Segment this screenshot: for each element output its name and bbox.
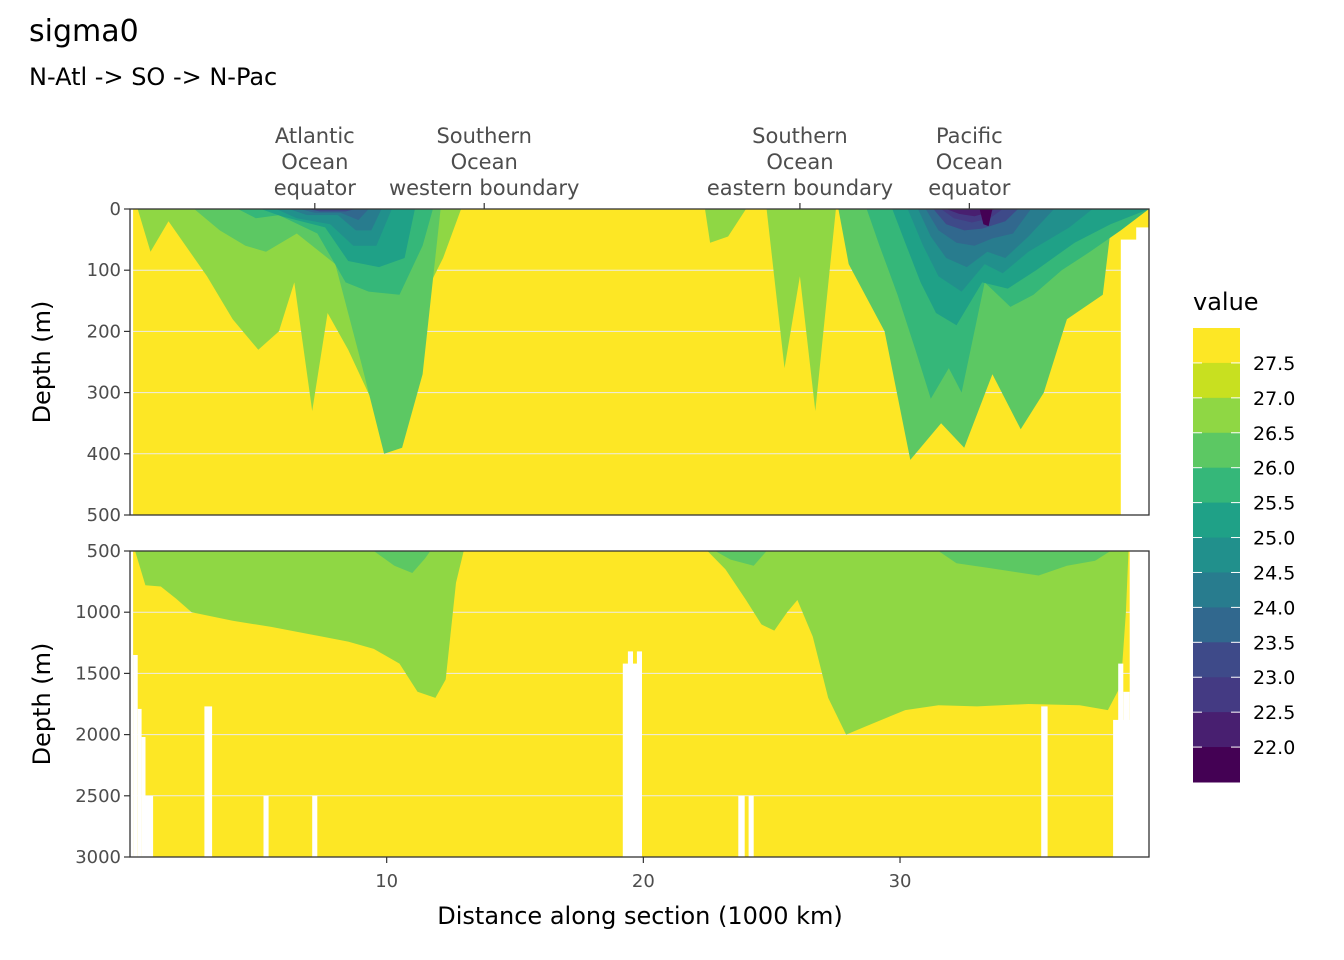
contour-band-26.5 — [130, 551, 1149, 576]
annotation-label: equator — [274, 176, 357, 200]
legend-title: value — [1193, 288, 1259, 316]
x-tick-label: 30 — [889, 871, 912, 892]
legend-label: 26.5 — [1253, 423, 1295, 445]
legend-label: 24.5 — [1253, 562, 1295, 584]
legend-label: 23.5 — [1253, 632, 1295, 654]
annotation-label: western boundary — [389, 176, 580, 200]
legend-swatch — [1193, 747, 1240, 783]
upper-panel: 0 100 200 300 400 500 — [87, 199, 1150, 526]
y-tick-label: 300 — [87, 383, 121, 404]
y-tick-label: 0 — [110, 199, 121, 220]
annotation-label: Southern — [752, 124, 848, 148]
y-tick-label: 500 — [87, 505, 121, 526]
chart-subtitle: N-Atl -> SO -> N-Pac — [29, 63, 277, 91]
no-data-region — [130, 551, 134, 857]
no-data-region — [133, 655, 138, 857]
no-data-region — [130, 209, 134, 515]
contour-band-24.0 — [130, 209, 1149, 246]
legend-swatch — [1193, 362, 1240, 399]
annotation-label: Ocean — [451, 150, 518, 174]
legend-swatch — [1193, 537, 1240, 573]
annotation-label: Pacific — [936, 124, 1003, 148]
legend-swatch — [1193, 607, 1240, 643]
y-tick-label: 1000 — [75, 602, 121, 623]
legend-swatch — [1193, 467, 1240, 504]
legend: value 27.5 27.0 26.5 26.0 25.5 25.0 24.5 24.0 23… — [1193, 288, 1295, 783]
no-data-region — [627, 651, 633, 857]
no-data-region — [738, 795, 745, 857]
annotations: AtlanticOceanequatorSouthernOceanwestern… — [274, 124, 1011, 209]
y-tick-label: 3000 — [75, 847, 121, 868]
y-tick-label: 500 — [87, 541, 121, 562]
lower-fill — [130, 551, 1149, 857]
legend-label: 26.0 — [1253, 458, 1295, 480]
y-tick-label: 400 — [87, 444, 121, 465]
contour-band-24.5 — [130, 209, 1149, 268]
annotation-label: Ocean — [766, 150, 833, 174]
no-data-region — [145, 795, 154, 857]
y-tick-label: 200 — [87, 321, 121, 342]
contour-band-23.5 — [130, 209, 1149, 231]
legend-label: 27.5 — [1253, 353, 1295, 375]
legend-label: 22.5 — [1253, 702, 1295, 724]
no-data-region — [748, 795, 754, 857]
legend-label: 23.0 — [1253, 667, 1295, 689]
legend-swatch — [1193, 502, 1240, 539]
no-data-region — [1129, 551, 1149, 857]
annotation-label: Atlantic — [275, 124, 355, 148]
no-data-region — [312, 795, 318, 857]
no-data-region — [204, 706, 213, 857]
no-data-region — [1041, 706, 1048, 857]
legend-swatch — [1193, 328, 1240, 364]
annotation-label: Ocean — [936, 150, 1003, 174]
legend-label: 25.5 — [1253, 493, 1295, 515]
legend-label: 22.0 — [1253, 737, 1295, 759]
y-axis-label-lower: Depth (m) — [28, 643, 56, 766]
no-data-region — [636, 651, 642, 857]
y-tick-label: 2000 — [75, 725, 121, 746]
no-data-region — [263, 795, 269, 857]
y-tick-label: 2500 — [75, 786, 121, 807]
y-tick-label: 1500 — [75, 663, 121, 684]
no-data-region — [1118, 663, 1124, 857]
contour-band-25.5 — [130, 209, 1149, 326]
upper-panel-border — [129, 208, 1150, 516]
upper-fill — [130, 209, 1149, 515]
contour-band-27.0 — [130, 551, 1149, 735]
no-data-region — [1123, 691, 1130, 857]
legend-label: 27.0 — [1253, 388, 1295, 410]
legend-swatch — [1193, 572, 1240, 608]
legend-swatch — [1193, 642, 1240, 678]
lower-panel-border — [129, 550, 1150, 858]
legend-label: 25.0 — [1253, 528, 1295, 550]
chart-title: sigma0 — [29, 14, 139, 49]
y-axis-label-upper: Depth (m) — [28, 301, 56, 424]
x-tick-label: 20 — [632, 871, 655, 892]
legend-label: 24.0 — [1253, 597, 1295, 619]
x-tick-label: 10 — [375, 871, 398, 892]
no-data-region — [137, 708, 142, 857]
annotation-label: Ocean — [281, 150, 348, 174]
x-axis: 10 20 30 — [375, 857, 911, 892]
annotation-label: equator — [928, 176, 1011, 200]
lower-panel: 500 1000 1500 2000 2500 3000 — [75, 541, 1150, 868]
annotation-label: Southern — [436, 124, 532, 148]
no-data-region — [141, 737, 146, 857]
legend-swatch — [1193, 397, 1240, 434]
legend-swatch — [1193, 712, 1240, 748]
no-data-region — [1136, 227, 1149, 515]
x-axis-label: Distance along section (1000 km) — [437, 902, 842, 930]
legend-swatch — [1193, 677, 1240, 713]
legend-swatch — [1193, 432, 1240, 469]
y-tick-label: 100 — [87, 260, 121, 281]
annotation-label: eastern boundary — [707, 176, 893, 200]
